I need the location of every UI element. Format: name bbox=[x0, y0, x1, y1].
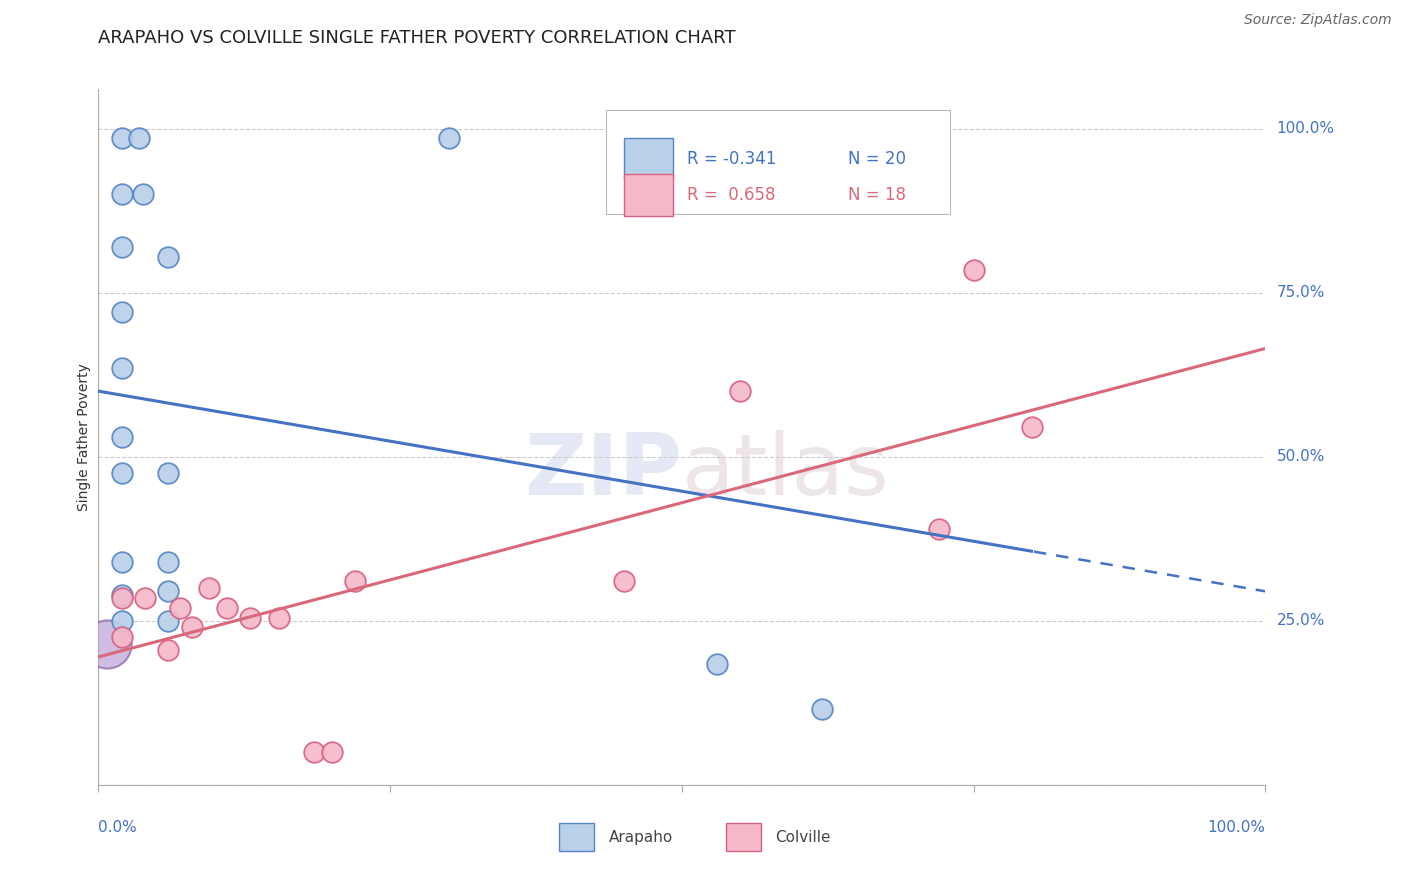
Point bbox=[157, 614, 180, 628]
FancyBboxPatch shape bbox=[727, 823, 761, 851]
Point bbox=[96, 637, 118, 651]
Point bbox=[180, 620, 202, 634]
FancyBboxPatch shape bbox=[560, 823, 595, 851]
Point bbox=[613, 574, 636, 589]
Point bbox=[128, 131, 150, 145]
Y-axis label: Single Father Poverty: Single Father Poverty bbox=[77, 363, 91, 511]
Point bbox=[157, 466, 180, 480]
Point bbox=[169, 600, 191, 615]
Point bbox=[111, 466, 134, 480]
Point bbox=[134, 591, 156, 605]
Point bbox=[239, 610, 262, 624]
Text: 50.0%: 50.0% bbox=[1277, 450, 1324, 464]
Point bbox=[157, 584, 180, 599]
Point bbox=[304, 745, 326, 759]
Text: N = 20: N = 20 bbox=[848, 150, 905, 168]
Text: atlas: atlas bbox=[682, 430, 890, 514]
Point bbox=[111, 131, 134, 145]
Text: 100.0%: 100.0% bbox=[1208, 820, 1265, 835]
Point bbox=[706, 657, 728, 671]
Point bbox=[111, 591, 134, 605]
Point bbox=[111, 630, 134, 644]
Text: N = 18: N = 18 bbox=[848, 186, 905, 204]
Point bbox=[928, 522, 950, 536]
Text: 0.0%: 0.0% bbox=[98, 820, 138, 835]
Text: 100.0%: 100.0% bbox=[1277, 121, 1334, 136]
Text: ARAPAHO VS COLVILLE SINGLE FATHER POVERTY CORRELATION CHART: ARAPAHO VS COLVILLE SINGLE FATHER POVERT… bbox=[98, 29, 737, 47]
Point bbox=[1021, 420, 1043, 434]
Point bbox=[811, 702, 834, 716]
Text: Colville: Colville bbox=[775, 830, 831, 845]
Point bbox=[730, 384, 752, 398]
Point bbox=[344, 574, 367, 589]
Point bbox=[157, 555, 180, 569]
FancyBboxPatch shape bbox=[624, 138, 672, 179]
Text: Source: ZipAtlas.com: Source: ZipAtlas.com bbox=[1244, 13, 1392, 28]
Point bbox=[111, 361, 134, 376]
Point bbox=[111, 305, 134, 319]
Point bbox=[321, 745, 343, 759]
Point bbox=[111, 240, 134, 254]
Text: R =  0.658: R = 0.658 bbox=[686, 186, 775, 204]
Text: 75.0%: 75.0% bbox=[1277, 285, 1324, 301]
Point bbox=[111, 555, 134, 569]
Point bbox=[962, 262, 984, 277]
Point bbox=[437, 131, 460, 145]
Point bbox=[111, 614, 134, 628]
Text: R = -0.341: R = -0.341 bbox=[686, 150, 776, 168]
Point bbox=[132, 187, 155, 202]
Point bbox=[157, 250, 180, 264]
FancyBboxPatch shape bbox=[624, 174, 672, 216]
Text: Arapaho: Arapaho bbox=[609, 830, 672, 845]
Text: 25.0%: 25.0% bbox=[1277, 614, 1324, 628]
Point bbox=[157, 643, 180, 657]
Point bbox=[269, 610, 291, 624]
Point bbox=[111, 588, 134, 602]
Text: ZIP: ZIP bbox=[524, 430, 682, 514]
Point bbox=[111, 187, 134, 202]
FancyBboxPatch shape bbox=[606, 110, 950, 214]
Point bbox=[111, 430, 134, 444]
Point bbox=[215, 600, 238, 615]
Point bbox=[198, 581, 221, 595]
